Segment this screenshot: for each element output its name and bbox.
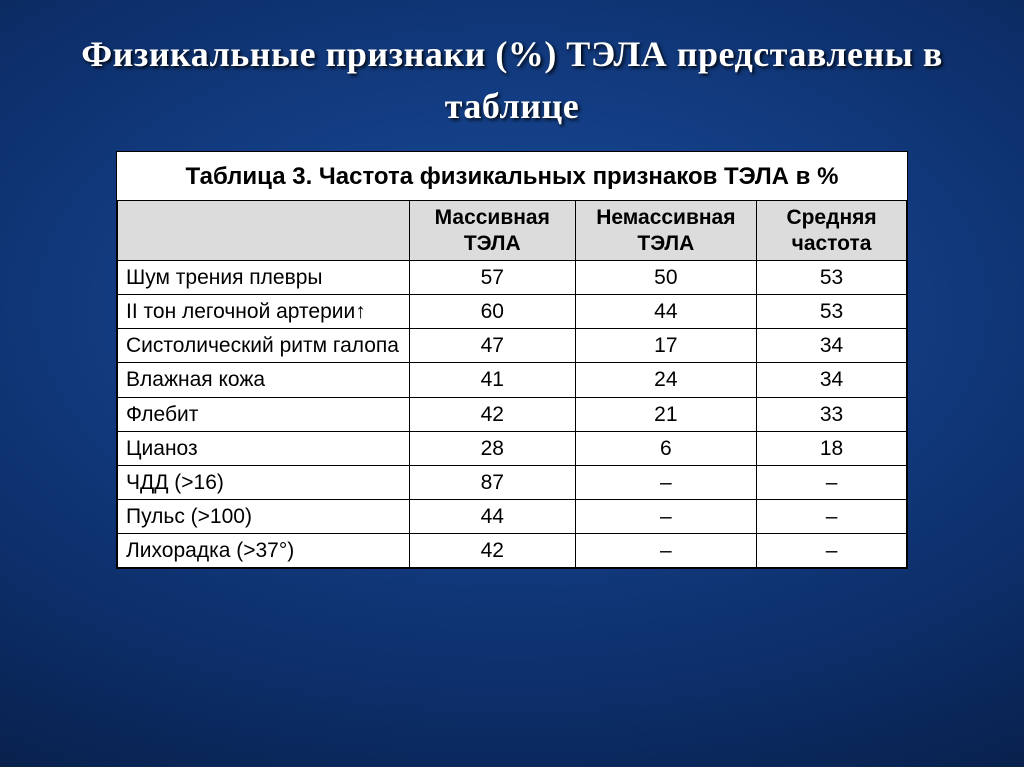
table-body: Шум трения плевры 57 50 53 II тон легочн… <box>118 260 907 568</box>
col-header-blank <box>118 201 410 260</box>
row-label: Цианоз <box>118 431 410 465</box>
table-row: Лихорадка (>37°) 42 – – <box>118 534 907 568</box>
row-label: Флебит <box>118 397 410 431</box>
cell-value: 53 <box>757 294 907 328</box>
cell-value: – <box>757 534 907 568</box>
cell-value: 34 <box>757 329 907 363</box>
cell-value: 41 <box>409 363 575 397</box>
table-row: Флебит 42 21 33 <box>118 397 907 431</box>
cell-value: 42 <box>409 397 575 431</box>
cell-value: – <box>575 465 756 499</box>
cell-value: 17 <box>575 329 756 363</box>
table-row: ЧДД (>16) 87 – – <box>118 465 907 499</box>
cell-value: 24 <box>575 363 756 397</box>
row-label: Лихорадка (>37°) <box>118 534 410 568</box>
cell-value: – <box>575 534 756 568</box>
col-header-nonmassive: Немассивная ТЭЛА <box>575 201 756 260</box>
table-row: Влажная кожа 41 24 34 <box>118 363 907 397</box>
col-header-avg: Средняя частота <box>757 201 907 260</box>
col-header-massive: Массивная ТЭЛА <box>409 201 575 260</box>
cell-value: 44 <box>409 500 575 534</box>
cell-value: 57 <box>409 260 575 294</box>
table-caption: Таблица 3. Частота физикальных признаков… <box>117 152 907 200</box>
data-table: Массивная ТЭЛА Немассивная ТЭЛА Средняя … <box>117 200 907 568</box>
row-label: Пульс (>100) <box>118 500 410 534</box>
row-label: Шум трения плевры <box>118 260 410 294</box>
cell-value: 33 <box>757 397 907 431</box>
table-row: Систолический ритм галопа 47 17 34 <box>118 329 907 363</box>
row-label: Систолический ритм галопа <box>118 329 410 363</box>
table-row: Шум трения плевры 57 50 53 <box>118 260 907 294</box>
cell-value: 18 <box>757 431 907 465</box>
cell-value: – <box>757 465 907 499</box>
cell-value: 53 <box>757 260 907 294</box>
cell-value: 47 <box>409 329 575 363</box>
table-header-row: Массивная ТЭЛА Немассивная ТЭЛА Средняя … <box>118 201 907 260</box>
slide-title: Физикальные признаки (%) ТЭЛА представле… <box>0 0 1024 132</box>
cell-value: 6 <box>575 431 756 465</box>
slide: Физикальные признаки (%) ТЭЛА представле… <box>0 0 1024 767</box>
cell-value: 60 <box>409 294 575 328</box>
cell-value: – <box>757 500 907 534</box>
cell-value: 28 <box>409 431 575 465</box>
row-label: Влажная кожа <box>118 363 410 397</box>
cell-value: 87 <box>409 465 575 499</box>
cell-value: 34 <box>757 363 907 397</box>
table-row: II тон легочной артерии↑ 60 44 53 <box>118 294 907 328</box>
cell-value: – <box>575 500 756 534</box>
table-container: Таблица 3. Частота физикальных признаков… <box>117 152 907 568</box>
cell-value: 44 <box>575 294 756 328</box>
cell-value: 50 <box>575 260 756 294</box>
row-label: ЧДД (>16) <box>118 465 410 499</box>
table-row: Цианоз 28 6 18 <box>118 431 907 465</box>
row-label: II тон легочной артерии↑ <box>118 294 410 328</box>
table-row: Пульс (>100) 44 – – <box>118 500 907 534</box>
cell-value: 21 <box>575 397 756 431</box>
cell-value: 42 <box>409 534 575 568</box>
